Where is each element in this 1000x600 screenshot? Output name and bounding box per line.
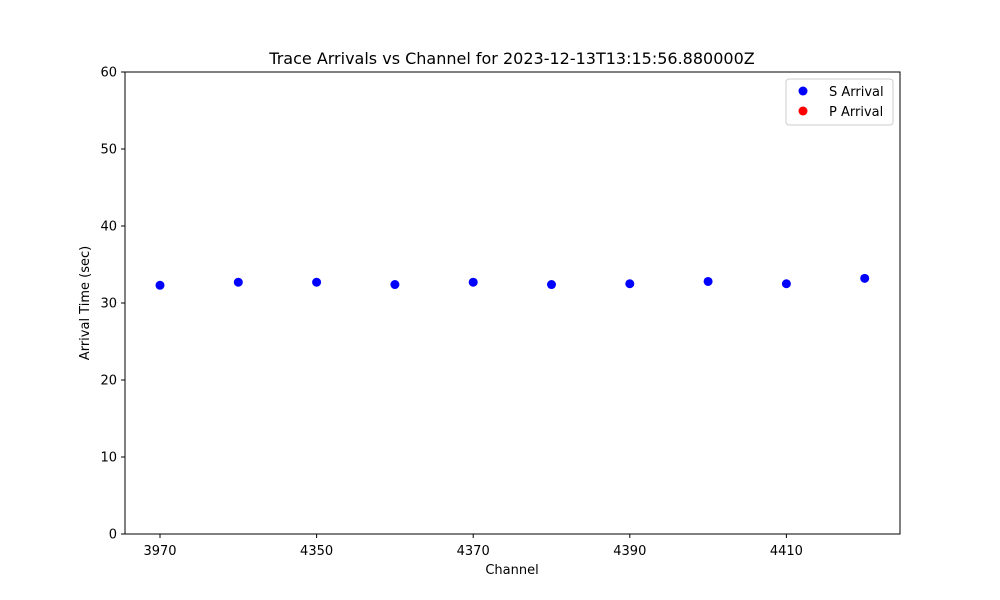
- y-axis: 0 10 20 30 40 50 60: [100, 66, 125, 543]
- data-point: [860, 273, 870, 283]
- x-tick-label: 4390: [613, 544, 646, 559]
- data-point: [703, 276, 713, 286]
- series-points: [155, 273, 870, 290]
- data-point: [468, 277, 478, 287]
- legend-box: [785, 78, 894, 126]
- legend-label-s-arrival: S Arrival: [829, 85, 884, 100]
- y-tick-label: 20: [100, 374, 117, 389]
- data-point: [390, 280, 400, 290]
- y-tick-label: 0: [109, 528, 117, 543]
- y-axis-label: Arrival Time (sec): [78, 246, 93, 360]
- data-point: [233, 277, 243, 287]
- y-tick-label: 60: [100, 66, 117, 81]
- x-tick-label: 4410: [770, 544, 803, 559]
- chart-title: Trace Arrivals vs Channel for 2023-12-13…: [268, 49, 754, 68]
- legend-marker-s-arrival: [798, 86, 808, 96]
- data-point: [625, 279, 635, 289]
- y-tick-label: 30: [100, 297, 117, 312]
- y-tick-label: 10: [100, 451, 117, 466]
- x-axis: 3970 4350 4370 4390 4410: [143, 534, 803, 559]
- plot-frame: [124, 71, 901, 535]
- data-point: [312, 277, 322, 287]
- y-tick-label: 50: [100, 143, 117, 158]
- data-point: [547, 280, 556, 290]
- legend-marker-p-arrival: [798, 106, 808, 116]
- data-point: [155, 280, 165, 290]
- legend-label-p-arrival: P Arrival: [829, 105, 883, 120]
- y-tick-label: 40: [100, 220, 117, 235]
- x-tick-label: 4370: [457, 544, 490, 559]
- x-axis-label: Channel: [485, 563, 538, 578]
- plot-area: [125, 72, 900, 534]
- x-tick-label: 3970: [143, 544, 176, 559]
- data-point: [781, 279, 791, 289]
- x-tick-label: 4350: [300, 544, 333, 559]
- legend: S Arrival P Arrival: [785, 78, 894, 126]
